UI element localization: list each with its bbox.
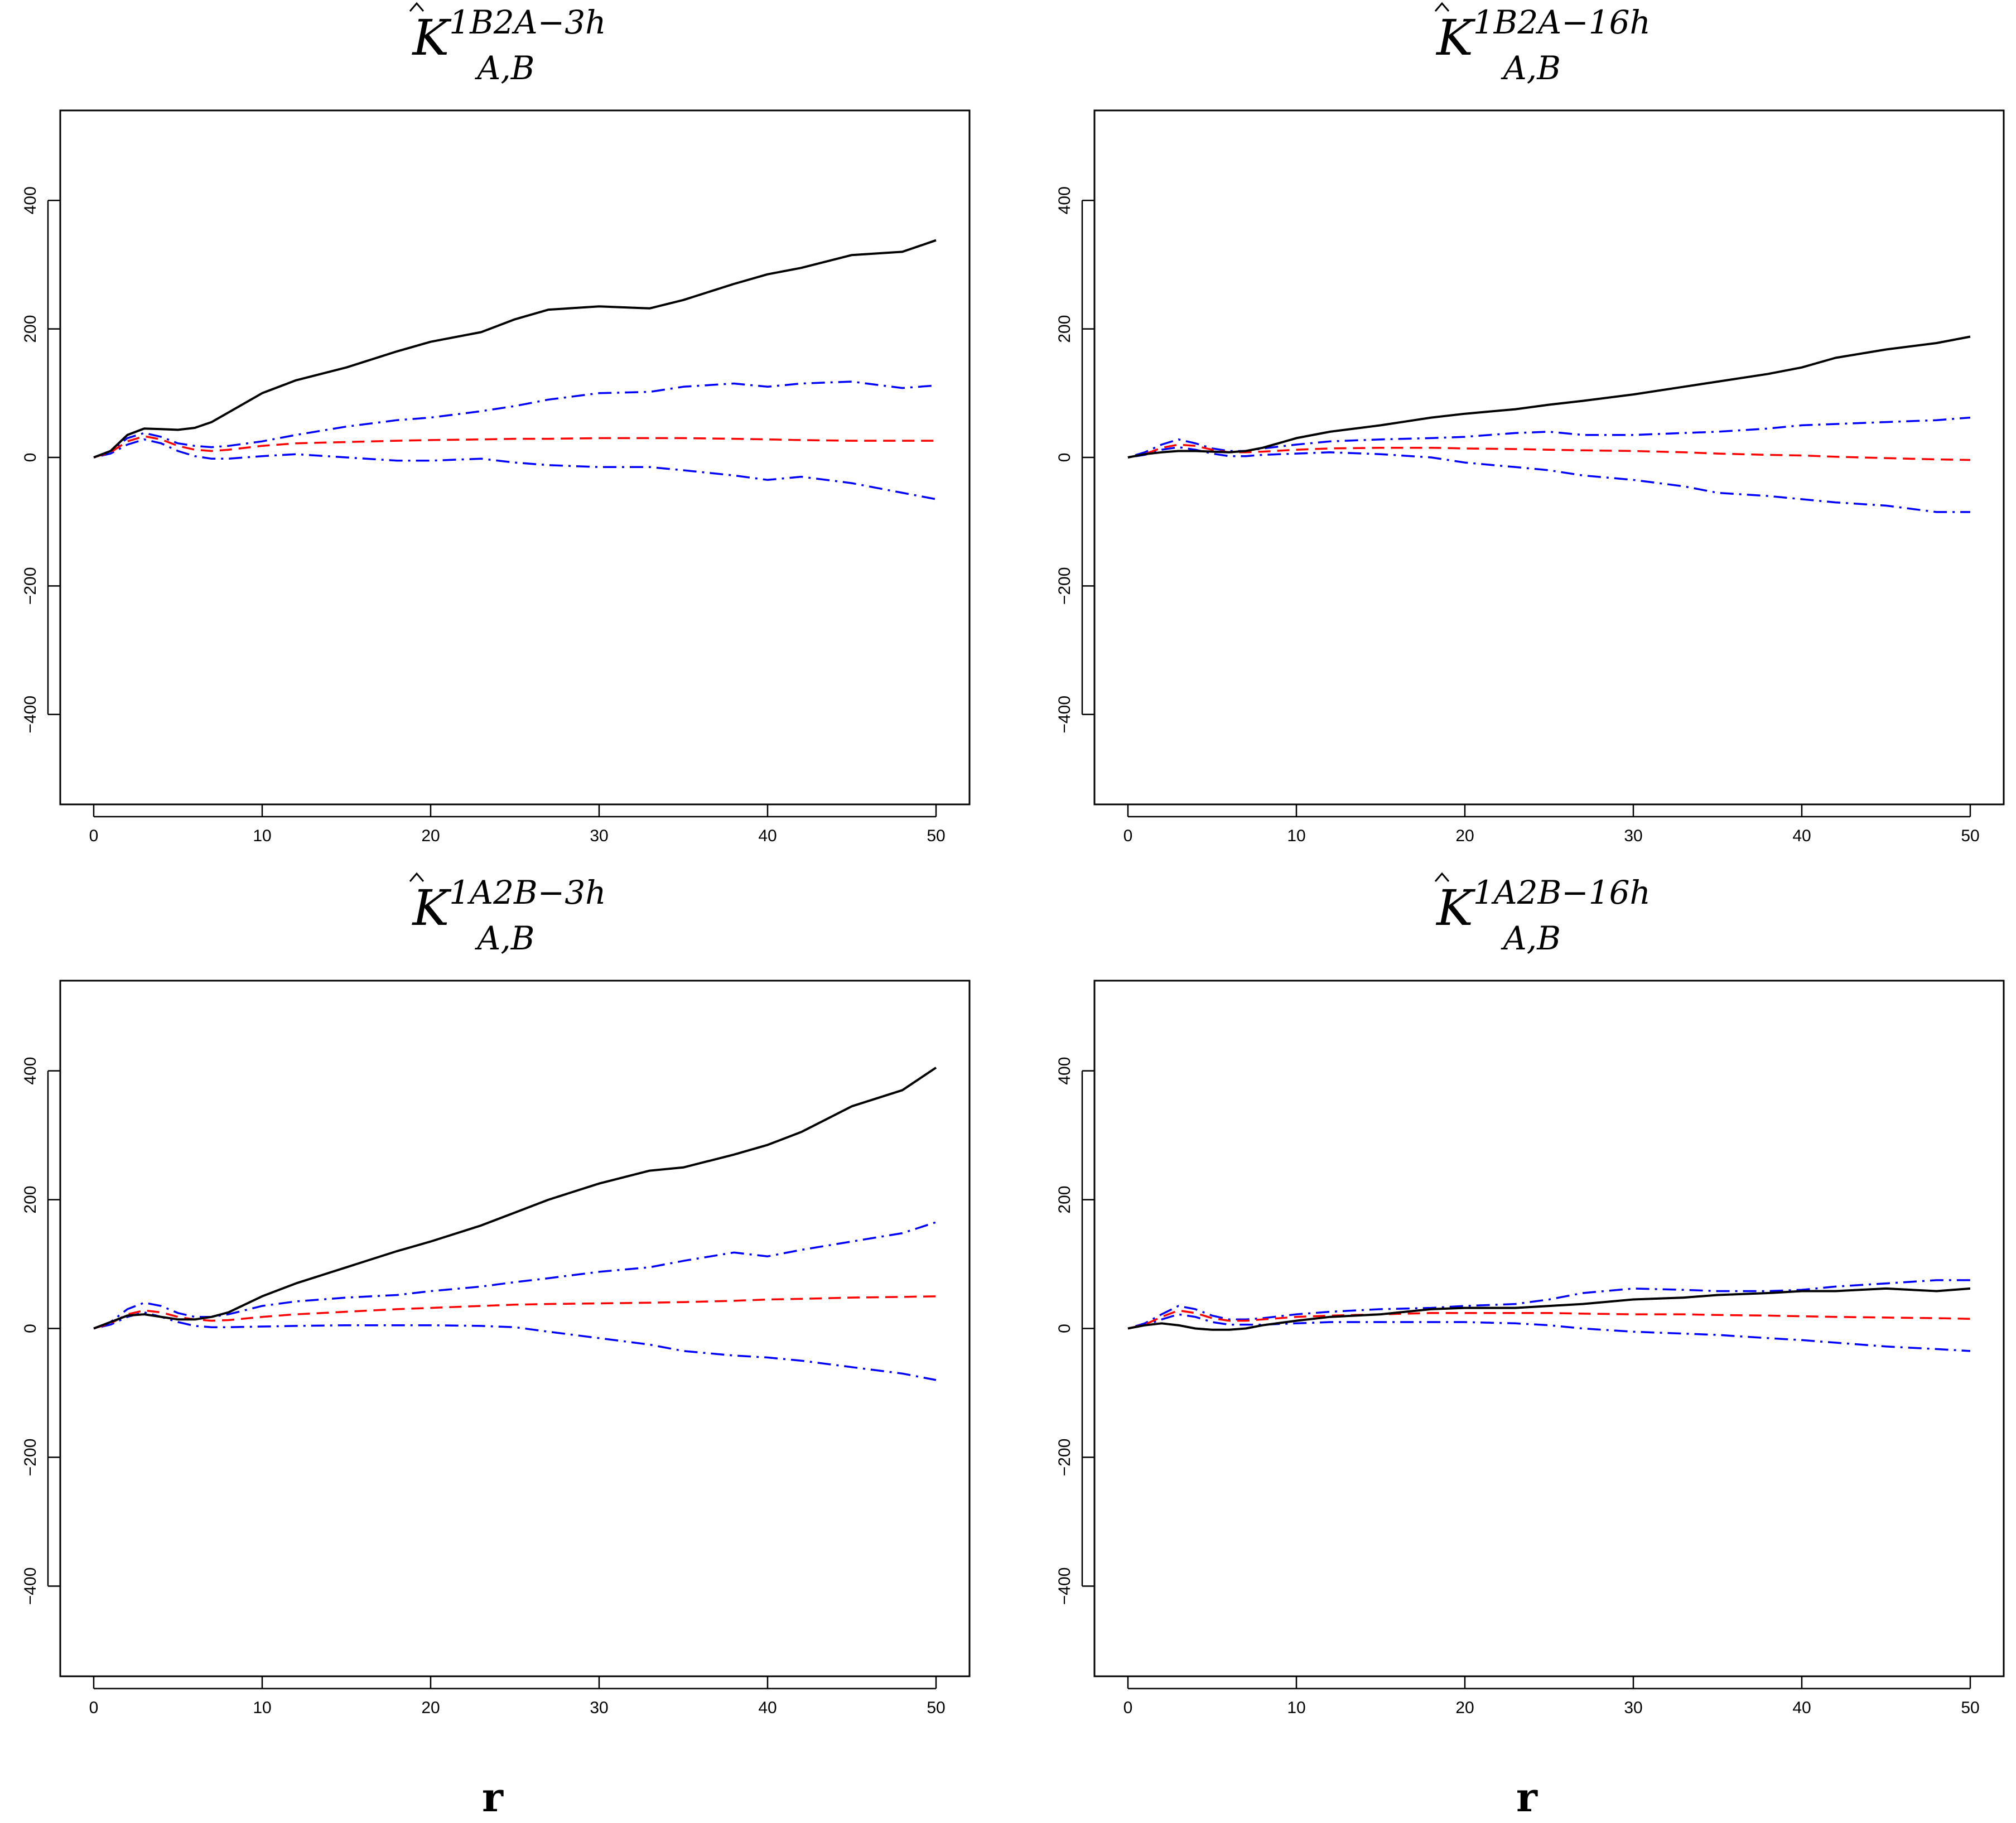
title-hat-mark (1434, 872, 1450, 882)
chart-panel-2: K1B2A−16h A,B 0 10 20 30 40 50 −400 −200 0 200 400 (1055, 2, 2005, 845)
title-base: K (412, 9, 452, 66)
title-subscript: A,B (474, 919, 534, 957)
y-tick-label: 200 (1055, 315, 1074, 343)
y-tick-label: −200 (1055, 1439, 1074, 1477)
x-tick-label: 10 (253, 827, 271, 845)
x-tick-label: 50 (1961, 827, 1979, 845)
y-tick-label: −200 (21, 1439, 40, 1477)
x-tick-label: 20 (1455, 827, 1474, 845)
x-tick-label: 40 (1792, 1699, 1811, 1717)
x-tick-label: 40 (758, 827, 777, 845)
y-tick-label: 400 (21, 186, 40, 214)
x-tick-label: 40 (1792, 827, 1811, 845)
x-tick-label: 0 (1123, 827, 1133, 845)
plot-frame (1093, 980, 2005, 1677)
x-tick-label: 10 (1287, 827, 1305, 845)
series-line-observed (1127, 335, 1971, 459)
y-tick-label: −400 (21, 1568, 40, 1605)
plot-frame (59, 109, 971, 806)
y-tick-label: 0 (1055, 453, 1074, 462)
series-line-theoretical (1127, 1309, 1971, 1330)
series-line-theoretical (93, 1295, 937, 1330)
title-hat-mark (1434, 2, 1450, 12)
series-line-observed (1127, 1287, 1971, 1331)
series-line-lower-envelope (1127, 446, 1970, 513)
x-tick-label: 30 (1624, 827, 1642, 845)
x-tick-label: 30 (1624, 1699, 1642, 1717)
title-base: K (1435, 9, 1475, 66)
y-tick-label: 200 (21, 1186, 40, 1214)
y-tick-label: −400 (1055, 696, 1074, 734)
x-tick-label: 0 (89, 827, 99, 845)
x-tick-label: 50 (1961, 1699, 1979, 1717)
title-base: K (412, 879, 452, 937)
y-tick-label: 400 (1055, 186, 1074, 214)
y-tick-label: 400 (1055, 1057, 1074, 1085)
plot-frame (59, 980, 971, 1677)
series-line-upper-envelope (93, 1221, 937, 1330)
x-tick-label: 10 (1287, 1699, 1305, 1717)
series-line-lower-envelope (1127, 1313, 1971, 1352)
chart-panel-4: K1A2B−16h A,B 0 10 20 30 40 50 −400 −200 0 200 400 r (1055, 872, 2005, 1821)
title-hat-mark (409, 872, 425, 882)
chart-title: K1B2A−16h A,B (1435, 3, 1651, 87)
x-tick-label: 10 (253, 1699, 271, 1717)
y-tick-label: 0 (21, 453, 40, 462)
series-line-upper-envelope (1127, 1279, 1970, 1330)
chart-title: K1A2B−3h A,B (412, 874, 606, 957)
y-tick-label: 200 (21, 315, 40, 343)
title-subscript: A,B (1501, 919, 1561, 957)
title-subscript: A,B (1501, 49, 1561, 87)
chart-panel-3: K1A2B−3h A,B 0 10 20 30 40 50 −400 −200 0 200 400 r (21, 872, 971, 1821)
x-tick-label: 50 (927, 827, 945, 845)
x-tick-label: 20 (421, 1699, 440, 1717)
x-tick-label: 40 (758, 1699, 777, 1717)
title-subscript: A,B (474, 49, 534, 87)
x-tick-label: 20 (421, 827, 440, 845)
series-line-lower-envelope (93, 1311, 937, 1381)
y-tick-label: 200 (1055, 1186, 1074, 1214)
y-tick-label: 0 (1055, 1324, 1074, 1333)
chart-title: K1B2A−3h A,B (412, 3, 606, 87)
series-line-theoretical (93, 435, 936, 459)
y-tick-label: 400 (21, 1057, 40, 1085)
series-line-observed (93, 1067, 937, 1330)
title-superscript: 1B2A−16h (1473, 3, 1651, 41)
title-superscript: 1A2B−3h (449, 874, 606, 912)
y-tick-label: −400 (21, 696, 40, 734)
x-axis-label: r (482, 1773, 504, 1821)
chart-title: K1A2B−16h A,B (1435, 874, 1651, 957)
y-tick-label: −400 (1055, 1568, 1074, 1605)
series-line-lower-envelope (93, 438, 937, 500)
y-tick-label: −200 (1055, 567, 1074, 605)
title-base: K (1435, 879, 1475, 937)
y-tick-label: 0 (21, 1324, 40, 1333)
x-tick-label: 20 (1455, 1699, 1474, 1717)
y-tick-label: −200 (21, 567, 40, 605)
series-line-theoretical (1127, 443, 1971, 461)
x-tick-label: 50 (927, 1699, 945, 1717)
x-tick-label: 30 (590, 1699, 608, 1717)
x-tick-label: 0 (1123, 1699, 1133, 1717)
title-hat-mark (409, 2, 425, 12)
title-superscript: 1B2A−3h (449, 3, 606, 41)
x-tick-label: 30 (590, 827, 608, 845)
series-line-upper-envelope (93, 380, 937, 459)
series-line-upper-envelope (1127, 416, 1971, 459)
series-line-observed (93, 239, 937, 459)
x-tick-label: 0 (89, 1699, 99, 1717)
chart-panel-1: K1B2A−3h A,B 0 10 20 30 40 50 −400 −200 0 200 400 (21, 2, 971, 845)
title-superscript: 1A2B−16h (1473, 874, 1651, 912)
x-axis-label: r (1516, 1773, 1538, 1821)
